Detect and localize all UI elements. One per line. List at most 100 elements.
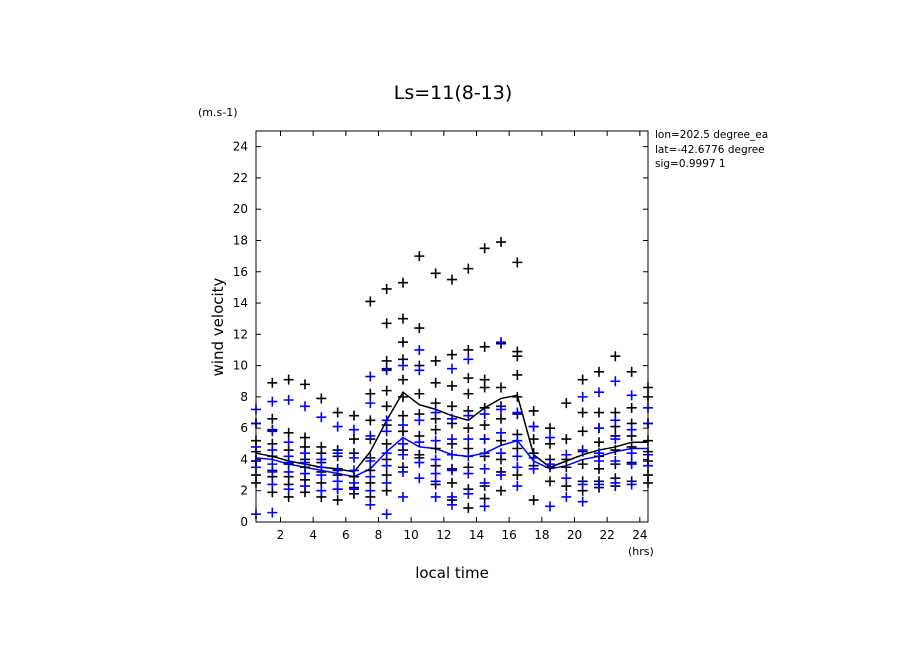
blue-data-point [283,466,294,477]
y-tick-label: 10 [233,359,248,373]
blue-data-point [463,468,474,479]
blue-data-point [447,363,457,374]
blue-data-point [365,430,376,441]
blue-data-point [300,448,310,459]
blue-data-point [300,401,310,412]
blue-data-point [414,473,425,484]
blue-data-point [398,360,408,371]
blue-data-point [267,507,278,518]
black-data-point [398,313,408,324]
plot-frame [255,130,649,523]
blue-data-point [365,371,376,382]
black-data-point [381,318,392,329]
blue-data-point [414,415,425,426]
black-data-point [496,413,506,424]
blue-data-point [594,387,604,398]
y-tick-label: 2 [240,484,248,498]
black-data-point [365,415,376,426]
black-data-point [594,437,604,448]
blue-data-point [332,421,343,432]
black-data-point [545,476,555,487]
black-data-point [365,296,376,307]
blue-data-point [610,376,621,387]
black-data-point [267,413,278,424]
black-data-point [430,398,441,409]
black-data-point [463,373,474,384]
black-data-point [381,283,392,294]
blue-data-point [594,479,604,490]
blue-data-point [463,488,474,499]
blue-data-point [545,459,555,470]
black-data-point [447,477,457,488]
blue-data-point [626,448,637,459]
black-data-point [349,410,359,421]
blue-data-point [463,434,474,445]
blue-data-point [430,491,441,502]
black-data-point [512,257,523,268]
blue-data-point [447,434,457,445]
black-data-point [528,434,539,445]
black-data-point [561,434,572,445]
blue-data-point [626,459,637,470]
blue-data-point [349,484,359,495]
blue-data-point [512,451,523,462]
blue-data-point [283,437,294,448]
black-data-point [414,323,425,334]
black-data-point [577,426,588,437]
blue-data-point [610,477,621,488]
blue-data-point [398,449,408,460]
y-tick-label: 8 [240,390,248,404]
black-data-point [561,398,572,409]
blue-data-point [479,409,490,420]
black-data-point [398,374,408,385]
black-data-point [577,374,588,385]
black-data-point [626,402,637,413]
blue-data-point [528,463,539,474]
black-data-point [512,391,523,402]
black-data-point [512,351,523,362]
blue-data-point [398,420,408,431]
blue-data-point [512,481,523,492]
blue-data-point [414,457,425,468]
blue-data-point [398,491,408,502]
black-data-point [398,337,408,348]
blue-data-point [267,426,278,437]
black-data-point [430,424,441,435]
black-data-point [283,427,294,438]
x-tick-label: 20 [567,528,582,542]
x-tick-label: 14 [469,528,484,542]
blue-data-point [316,412,327,423]
blue-data-point [381,460,392,471]
blue-data-point [496,337,506,348]
black-data-point [594,407,604,418]
black-data-point [496,237,506,248]
blue-data-point [283,395,294,406]
black-data-point [381,385,392,396]
blue-data-point [626,479,637,490]
blue-data-point [381,426,392,437]
blue-data-point [561,473,572,484]
blue-data-point [479,477,490,488]
x-tick-label: 6 [342,528,350,542]
y-tick-label: 18 [233,233,248,247]
black-data-point [447,349,457,360]
black-data-point [365,388,376,399]
y-tick-label: 12 [233,327,248,341]
x-tick-label: 16 [502,528,517,542]
blue-data-point [332,484,343,495]
blue-data-point [267,479,278,490]
black-data-point [479,420,490,431]
y-tick-label: 4 [240,452,248,466]
blue-data-point [479,501,490,512]
blue-data-point [381,448,392,459]
x-tick-label: 8 [375,528,383,542]
blue-data-point [349,465,359,476]
blue-data-point [349,424,359,435]
blue-data-point [365,499,376,510]
blue-data-point [300,457,310,468]
black-data-point [610,351,621,362]
info-line-lat: lat=-42.6776 degree [655,144,765,156]
x-tick-label: 22 [600,528,615,542]
blue-data-point [496,470,506,481]
